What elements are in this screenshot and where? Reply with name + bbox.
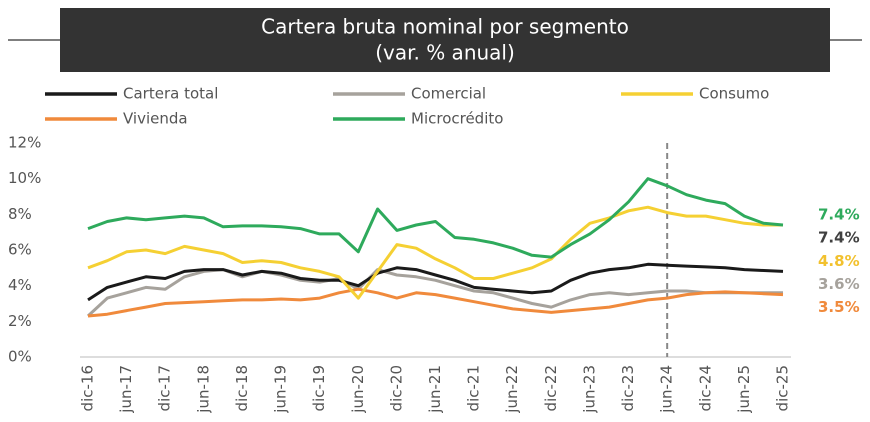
y-tick-label: 8% (8, 205, 32, 223)
value-label: 7.4% (818, 206, 860, 224)
x-tick-label: dic-25 (774, 365, 792, 411)
series-line (87, 287, 784, 318)
x-tick-label: dic-18 (233, 365, 251, 411)
y-tick-label: 6% (8, 241, 32, 259)
y-tick-label: 2% (8, 312, 32, 330)
legend-label: Consumo (699, 85, 769, 103)
x-tick-label: jun-19 (272, 365, 290, 414)
series-line (87, 262, 784, 302)
series-line (87, 177, 784, 259)
x-tick-label: jun-24 (658, 365, 676, 414)
legend-label: Vivienda (123, 110, 188, 128)
y-tick-label: 0% (8, 348, 32, 366)
x-tick-label: jun-23 (580, 365, 598, 414)
x-tick-label: jun-17 (117, 365, 135, 414)
series-line (86, 268, 783, 318)
legend-label: Cartera total (123, 85, 218, 103)
series-line (87, 205, 783, 300)
x-tick-label: dic-24 (696, 365, 714, 411)
legend-label: Microcrédito (411, 110, 503, 128)
y-tick-label: 12% (8, 134, 41, 152)
y-tick-label: 10% (8, 169, 41, 187)
x-tick-label: dic-20 (387, 365, 405, 411)
x-tick-label: dic-22 (542, 365, 560, 411)
value-label: 3.6% (818, 275, 860, 293)
x-tick-label: jun-18 (194, 365, 212, 414)
x-tick-label: dic-23 (619, 365, 637, 411)
title-box (60, 8, 830, 72)
x-tick-label: dic-21 (465, 365, 483, 411)
chart-subtitle: (var. % anual) (375, 41, 515, 65)
value-label: 7.4% (818, 229, 860, 247)
x-tick-label: jun-25 (735, 365, 753, 414)
x-tick-label: jun-21 (426, 365, 444, 414)
x-tick-label: jun-22 (503, 365, 521, 414)
x-tick-label: jun-20 (349, 365, 367, 414)
x-tick-label: dic-19 (310, 365, 328, 411)
value-label: 4.8% (818, 252, 860, 270)
x-tick-label: dic-17 (156, 365, 174, 411)
y-tick-label: 4% (8, 276, 32, 294)
chart-title: Cartera bruta nominal por segmento (261, 15, 629, 39)
x-tick-label: dic-16 (79, 365, 97, 411)
value-label: 3.5% (818, 298, 860, 316)
legend-label: Comercial (411, 85, 486, 103)
